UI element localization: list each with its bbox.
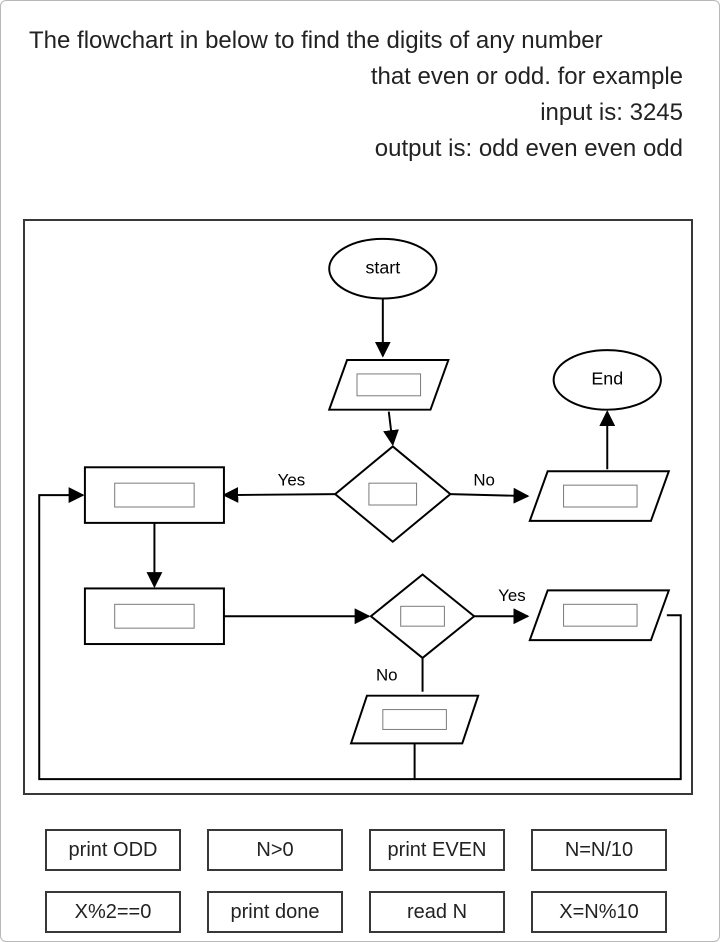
answer-x-eq-mod[interactable]: X=N%10 <box>531 891 667 933</box>
end-label: End <box>591 369 623 389</box>
question-line-3: input is: 3245 <box>29 95 683 131</box>
edge-label-no-2: No <box>376 665 398 684</box>
answer-x-mod-2[interactable]: X%2==0 <box>45 891 181 933</box>
answer-n-div-10[interactable]: N=N/10 <box>531 829 667 871</box>
answer-row-2: X%2==0 print done read N X=N%10 <box>45 891 667 933</box>
start-label: start <box>365 257 400 277</box>
answer-print-done[interactable]: print done <box>207 891 343 933</box>
node-output-right-2[interactable] <box>530 590 669 640</box>
answer-n-gt-0[interactable]: N>0 <box>207 829 343 871</box>
answer-row-1: print ODD N>0 print EVEN N=N/10 <box>45 829 667 871</box>
node-end: End <box>554 350 661 410</box>
node-start: start <box>329 239 436 299</box>
answer-read-n[interactable]: read N <box>369 891 505 933</box>
edge-label-yes-1: Yes <box>278 471 306 490</box>
flowchart-svg: start End <box>25 221 691 793</box>
answer-print-odd[interactable]: print ODD <box>45 829 181 871</box>
node-process-left-1[interactable] <box>85 467 224 523</box>
node-input[interactable] <box>329 360 448 410</box>
question-line-1: The flowchart in below to find the digit… <box>29 23 683 59</box>
edge-label-yes-2: Yes <box>498 586 526 605</box>
answer-print-even[interactable]: print EVEN <box>369 829 505 871</box>
flowchart-frame: start End <box>23 219 693 795</box>
node-decision-1[interactable] <box>335 446 450 541</box>
page-frame: The flowchart in below to find the digit… <box>0 0 720 942</box>
node-process-left-2[interactable] <box>85 588 224 644</box>
question-line-2: that even or odd. for example <box>29 59 683 95</box>
question-line-4: output is: odd even even odd <box>29 131 683 167</box>
question-text: The flowchart in below to find the digit… <box>29 23 683 167</box>
node-output-bottom[interactable] <box>351 696 478 744</box>
node-decision-2[interactable] <box>371 575 474 658</box>
node-output-right-1[interactable] <box>530 471 669 521</box>
edge-label-no-1: No <box>473 471 495 490</box>
